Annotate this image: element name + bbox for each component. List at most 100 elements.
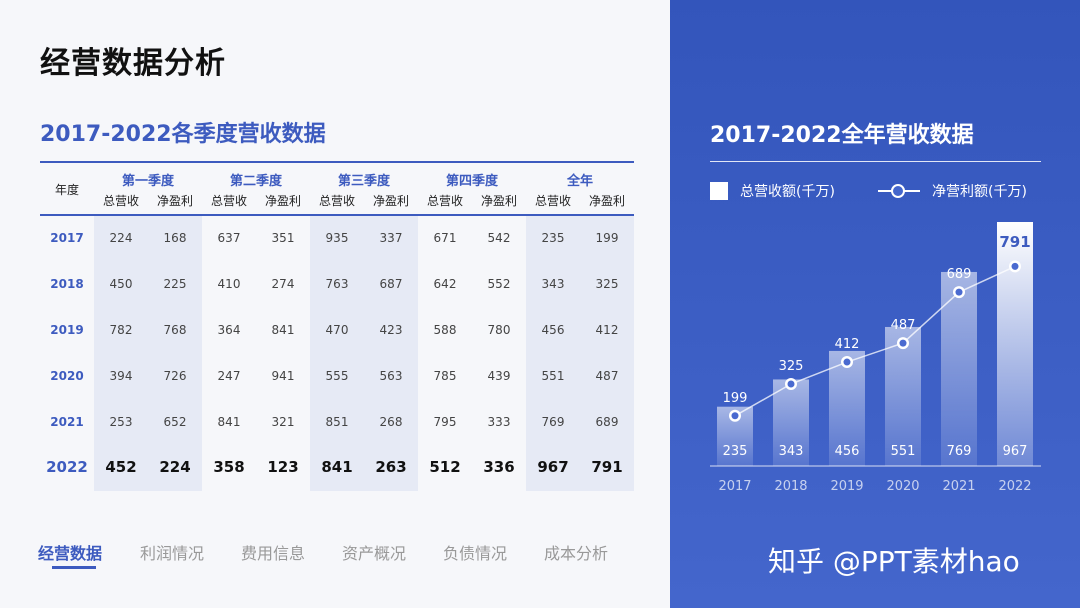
table-cell: 168 <box>163 231 187 245</box>
revenue-chart: 235 343 456 551 769 967 199 325 412 487 689 791 2017… <box>710 222 1041 494</box>
table-cell: 321 <box>271 415 295 429</box>
table-top-rule <box>40 161 634 163</box>
table-cell: 935 <box>325 231 349 245</box>
x-tick-label: 2020 <box>886 479 919 494</box>
nav-tab[interactable]: 利润情况 <box>140 544 205 563</box>
x-tick-label: 2018 <box>774 479 807 494</box>
active-tab-underline <box>52 566 96 569</box>
table-cell: 512 <box>429 458 461 476</box>
line-value-label: 199 <box>723 391 748 406</box>
row-year: 2019 <box>50 323 84 337</box>
chart-title: 2017-2022全年营收数据 <box>710 123 974 148</box>
profit-marker-inner <box>843 358 851 366</box>
bar-value-label: 343 <box>779 444 804 459</box>
nav-tab[interactable]: 费用信息 <box>241 544 306 563</box>
table-cell: 364 <box>217 323 241 337</box>
table-cell: 470 <box>325 323 349 337</box>
table-cell: 333 <box>487 415 511 429</box>
table-header-rule <box>40 214 634 216</box>
table-cell: 588 <box>433 323 457 337</box>
row-year: 2018 <box>50 277 84 291</box>
line-value-label: 487 <box>891 318 916 333</box>
bar-value-label: 456 <box>835 444 860 459</box>
table-cell: 351 <box>271 231 295 245</box>
bar <box>941 271 977 466</box>
table-title: 2017-2022各季度营收数据 <box>40 122 326 147</box>
table-cell: 637 <box>217 231 241 245</box>
table-cell: 851 <box>325 415 349 429</box>
table-cell: 343 <box>541 277 565 291</box>
bar-value-label: 967 <box>1003 444 1028 459</box>
column-shade-full-year <box>526 216 634 491</box>
bar-value-label: 769 <box>947 444 972 459</box>
quarter-header: 第一季度 <box>121 174 174 189</box>
nav-tab[interactable]: 负债情况 <box>443 544 508 563</box>
table-cell: 268 <box>379 415 403 429</box>
line-value-label: 325 <box>779 359 804 374</box>
row-year: 2020 <box>50 369 84 383</box>
table-cell: 235 <box>541 231 565 245</box>
legend-dot-marker <box>891 184 905 198</box>
table-cell: 780 <box>487 323 511 337</box>
sub-header-profit: 净盈利 <box>480 194 517 208</box>
table-cell: 412 <box>595 323 619 337</box>
table-cell: 274 <box>271 277 295 291</box>
row-year: 2017 <box>50 231 84 245</box>
table-cell: 769 <box>541 415 565 429</box>
table-cell: 123 <box>267 458 299 476</box>
table-cell: 551 <box>541 369 565 383</box>
table-cell: 452 <box>105 458 137 476</box>
watermark: 知乎 @PPT素材hao <box>768 545 1020 578</box>
profit-marker-inner <box>1011 262 1019 270</box>
nav-tab[interactable]: 资产概况 <box>342 544 407 563</box>
bar <box>997 222 1033 466</box>
quarter-header: 第二季度 <box>229 174 282 189</box>
row-year: 2021 <box>50 415 84 429</box>
line-value-label: 689 <box>947 267 972 282</box>
sub-header-revenue: 总营收 <box>426 194 463 208</box>
revenue-table: 年度 第一季度 总营收 净盈利 第二季度 总营收 净盈利 第三季度 总营收 净盈利 第四季度 总营收… <box>40 161 634 491</box>
table-cell: 263 <box>375 458 407 476</box>
table-cell: 225 <box>163 277 187 291</box>
profit-marker-inner <box>899 339 907 347</box>
table-cell: 841 <box>321 458 353 476</box>
table-cell: 768 <box>163 323 187 337</box>
table-cell: 224 <box>159 458 191 476</box>
profit-marker-inner <box>955 288 963 296</box>
bar <box>885 326 921 466</box>
table-cell: 689 <box>595 415 619 429</box>
sub-header-revenue: 总营收 <box>318 194 355 208</box>
table-cell: 841 <box>271 323 295 337</box>
table-cell: 791 <box>591 458 623 476</box>
profit-marker-inner <box>787 380 795 388</box>
year-column-header: 年度 <box>54 183 79 197</box>
table-cell: 841 <box>217 415 241 429</box>
right-panel: 2017-2022全年营收数据 总营收额(千万) 净营利额(千万) 235 343… <box>670 0 1080 608</box>
x-tick-label: 2022 <box>998 479 1031 494</box>
table-cell: 763 <box>325 277 349 291</box>
left-panel: 经营数据分析 2017-2022各季度营收数据 年度 第一季度 总营收 净盈利 第二季… <box>38 46 634 569</box>
table-cell: 253 <box>109 415 133 429</box>
table-cell: 410 <box>217 277 241 291</box>
column-shade-q1 <box>94 216 202 491</box>
row-year: 2022 <box>46 458 88 476</box>
profit-marker-inner <box>731 412 739 420</box>
nav-tab[interactable]: 成本分析 <box>544 544 609 563</box>
sub-header-revenue: 总营收 <box>102 194 139 208</box>
table-cell: 247 <box>217 369 241 383</box>
legend-bar-swatch <box>710 182 728 200</box>
table-cell: 542 <box>487 231 511 245</box>
table-cell: 652 <box>163 415 187 429</box>
table-cell: 563 <box>379 369 403 383</box>
table-cell: 325 <box>595 277 619 291</box>
nav-tab[interactable]: 经营数据 <box>38 544 103 563</box>
table-cell: 336 <box>483 458 515 476</box>
line-value-label: 791 <box>999 233 1030 251</box>
bar-value-label: 235 <box>723 444 748 459</box>
table-cell: 358 <box>213 458 245 476</box>
bar <box>773 379 809 466</box>
x-tick-label: 2021 <box>942 479 975 494</box>
table-cell: 394 <box>109 369 133 383</box>
table-cell: 642 <box>433 277 457 291</box>
profit-line <box>734 265 1016 417</box>
